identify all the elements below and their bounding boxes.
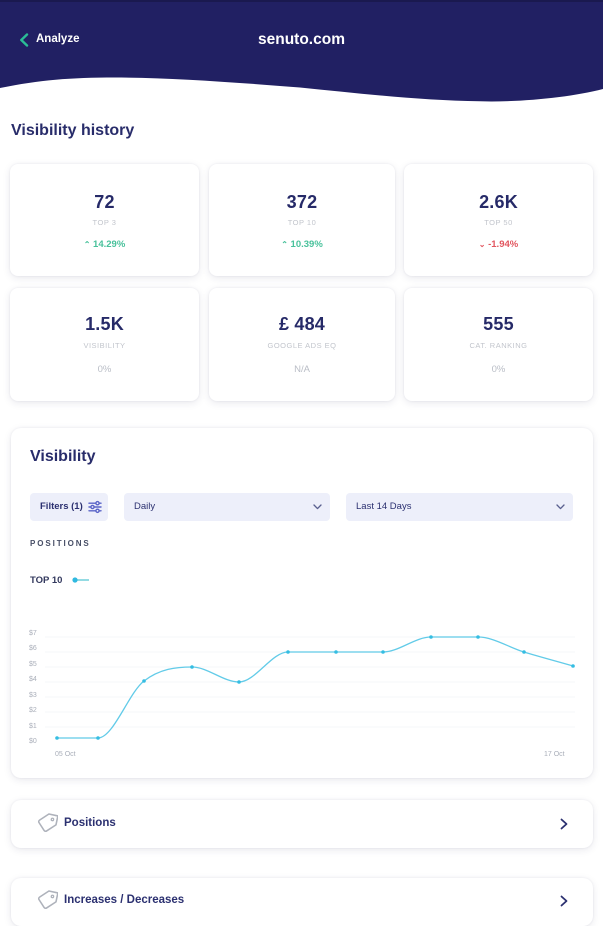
svg-text:05 Oct: 05 Oct [55, 751, 76, 758]
svg-text:$0: $0 [29, 738, 37, 745]
svg-text:$1: $1 [29, 723, 37, 730]
svg-text:17 Oct: 17 Oct [544, 751, 565, 758]
svg-text:$6: $6 [29, 645, 37, 652]
svg-text:$5: $5 [29, 661, 37, 668]
svg-text:$4: $4 [29, 676, 37, 683]
svg-text:$7: $7 [29, 630, 37, 637]
svg-text:$2: $2 [29, 707, 37, 714]
svg-text:$3: $3 [29, 692, 37, 699]
